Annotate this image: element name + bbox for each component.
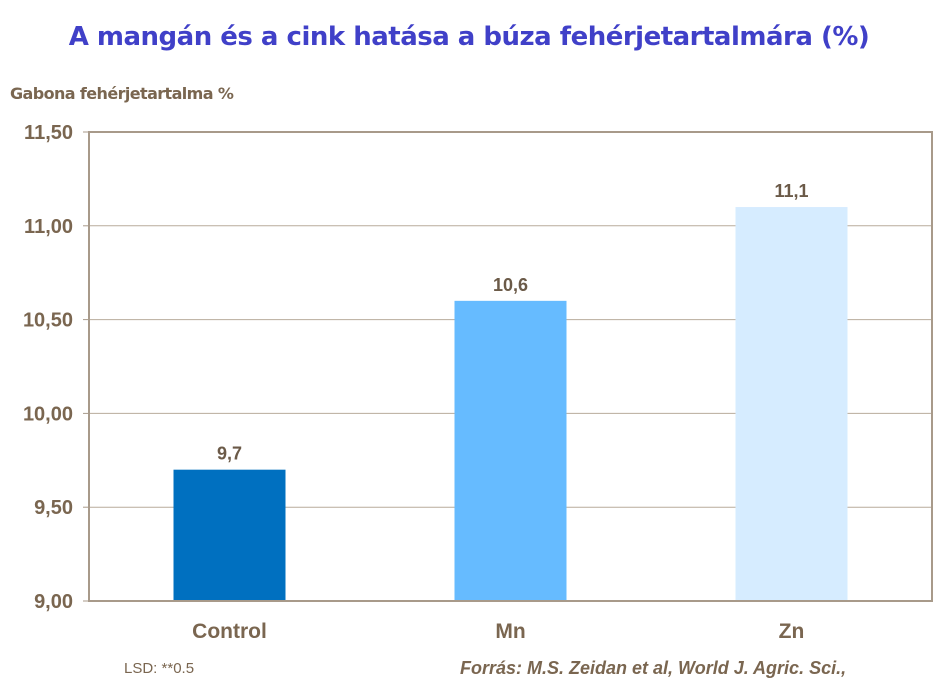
y-tick-label: 11,00 [24,216,73,238]
data-label: 10,6 [493,275,528,295]
y-tick-label: 9,00 [34,591,73,613]
y-axis-label: Gabona fehérjetartalma % [10,84,234,103]
chart-title: A mangán és a cink hatása a búza fehérje… [68,22,870,52]
data-label: 9,7 [217,444,242,464]
y-tick-label: 11,50 [24,122,73,144]
lsd-note: LSD: **0.5 [124,660,195,677]
plot-area-border [88,131,933,602]
bar-mn [454,300,567,601]
x-tick-label: Zn [779,620,805,643]
data-label: 11,1 [774,181,808,201]
y-tick-label: 10,50 [23,310,73,332]
bar-zn [735,207,848,602]
x-tick-label: Control [192,620,267,643]
bar-control [173,469,286,601]
x-tick-label: Mn [495,620,525,643]
source-note: Forrás: M.S. Zeidan et al, World J. Agri… [460,658,847,678]
y-tick-label: 10,00 [23,403,73,425]
y-tick-label: 9,50 [34,497,73,519]
